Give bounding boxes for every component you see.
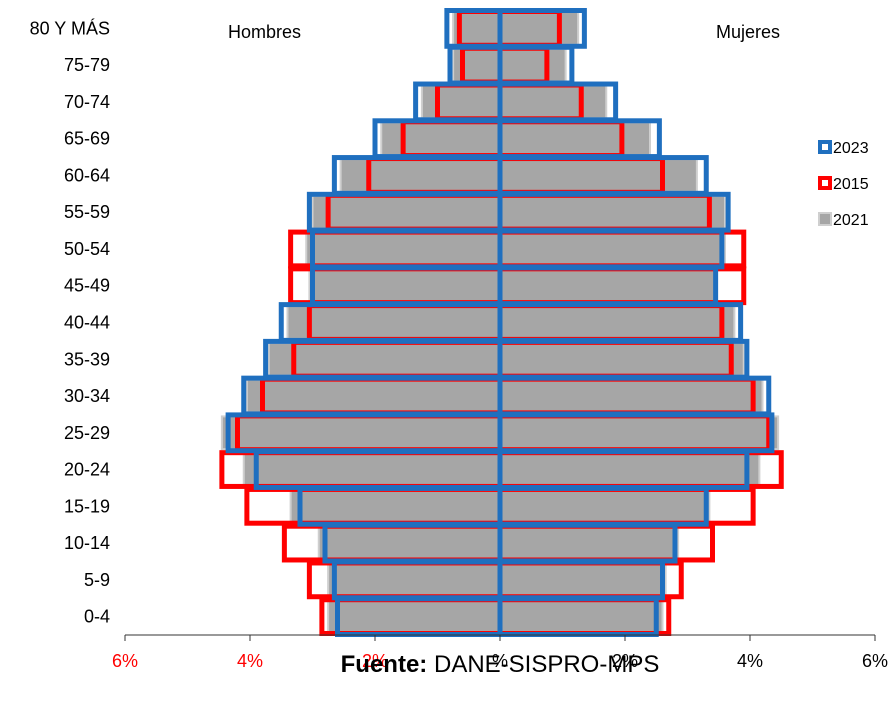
bar-hombres-2021 [220,415,501,451]
bar-mujeres-2021 [499,452,761,487]
bar-mujeres-2021 [499,562,667,598]
age-label: 55-59 [64,202,110,222]
source-text: DANE-SISPRO-MPS [427,651,660,678]
legend-label: 2023 [833,140,869,157]
x-tick-label: 4% [737,651,763,671]
bar-mujeres-2021 [499,158,698,193]
bar-hombres-2021 [339,158,501,193]
age-label: 10-14 [64,533,110,553]
age-label: 35-39 [64,349,110,369]
label-mujeres: Mujeres [716,22,780,42]
x-axis-ticks: 6% 4% 2%% 2% 4% 6% [112,635,888,671]
bar-hombres-2021 [305,231,501,267]
bar-hombres-2021 [245,378,501,414]
legend-swatch [818,176,832,190]
x-tick-label: 2% [362,651,388,671]
bar-hombres-2021 [420,84,501,120]
legend-label: 2021 [833,212,869,229]
age-label: 30-34 [64,386,110,406]
age-label: 75-79 [64,55,110,75]
age-labels: 0-4 5-9 10-14 15-19 20-24 25-29 30-34 35-39 40-4… [30,18,110,626]
x-tick-label: 2% [612,651,638,671]
age-label: 40-44 [64,313,110,333]
bar-mujeres-2021 [499,415,780,451]
series-2021 [220,11,780,634]
age-label: 0-4 [84,607,110,627]
bar-mujeres-2021 [499,378,764,414]
age-label: 5-9 [84,570,110,590]
bar-mujeres-2021 [499,341,745,377]
bar-hombres-2021 [286,305,501,340]
age-label: 15-19 [64,496,110,516]
bar-hombres-2021 [311,194,501,230]
bar-hombres-2021 [242,452,501,487]
legend-swatch [818,212,832,226]
x-tick-label: 6% [862,651,888,671]
bar-mujeres-2021 [499,47,567,83]
legend-label: 2015 [833,176,869,193]
age-label: 50-54 [64,239,110,259]
legend-swatch [818,140,832,154]
bar-mujeres-2021 [499,231,726,267]
age-label: 65-69 [64,129,110,149]
bar-hombres-2021 [327,562,501,598]
bar-mujeres-2021 [499,525,680,561]
bars-group [219,8,784,637]
age-label: 45-49 [64,276,110,296]
bar-hombres-2021 [317,525,501,561]
x-tick-label: % [492,651,508,671]
x-tick-label: 4% [237,651,263,671]
age-label: 20-24 [64,460,110,480]
bar-mujeres-2021 [499,194,726,230]
source-label: Fuente: [340,651,428,678]
age-label: 70-74 [64,92,110,112]
bar-mujeres-2021 [499,268,717,304]
bar-mujeres-2021 [499,488,711,524]
bar-hombres-2021 [308,268,501,304]
bar-mujeres-2021 [499,599,664,634]
age-label: 60-64 [64,165,110,185]
bar-mujeres-2021 [499,305,736,340]
bar-hombres-2021 [380,121,501,157]
bar-mujeres-2021 [499,84,608,120]
legend-item-2015: 2015 [818,176,869,193]
bar-hombres-2021 [267,341,501,377]
source-note: Fuente: DANE-SISPRO-MPS [0,651,892,679]
label-hombres: Hombres [228,22,301,42]
bar-mujeres-2021 [499,11,580,46]
bar-hombres-2021 [289,488,501,524]
legend: 2023 2015 2021 [818,140,869,229]
bar-mujeres-2021 [499,121,651,157]
bar-hombres-2021 [327,599,501,634]
age-label: 80 Y MÁS [30,18,110,38]
legend-item-2021: 2021 [818,212,869,229]
age-label: 25-29 [64,423,110,443]
legend-item-2023: 2023 [818,140,869,157]
x-tick-label: 6% [112,651,138,671]
